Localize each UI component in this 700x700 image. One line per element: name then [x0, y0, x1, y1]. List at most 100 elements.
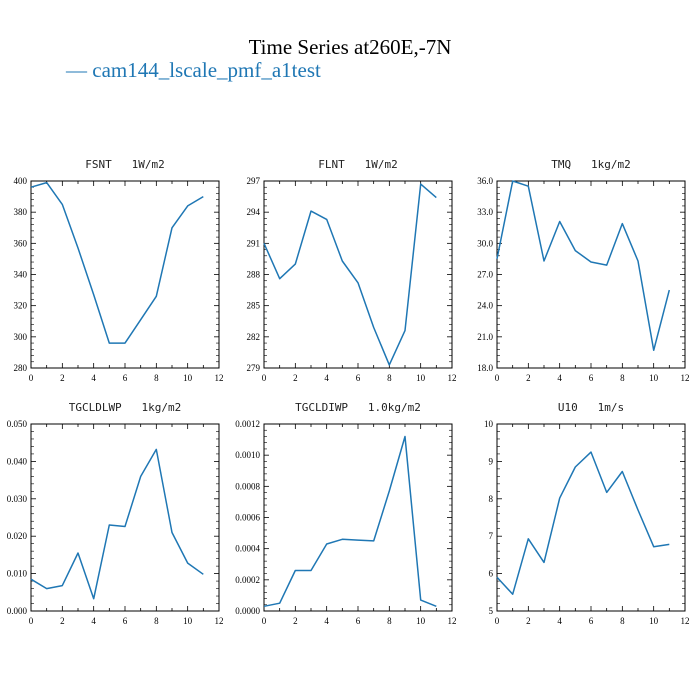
x-tick-label: 0	[495, 616, 500, 626]
y-tick-label: 360	[14, 238, 28, 248]
x-tick-label: 4	[557, 373, 562, 383]
chart-panel-3: TMQ 1kg/m2 0 2 4 6 8 10 12 18.0 21.0 24.0 27.0 30.0 3…	[477, 158, 689, 383]
y-tick-label: 0.0012	[235, 419, 260, 429]
y-tick-label: 300	[14, 332, 28, 342]
x-tick-label: 8	[620, 373, 625, 383]
chart-panel-4: TGCLDLWP 1kg/m2 0 2 4 6 8 10 12 0.000 0.010 0.020 0…	[7, 401, 224, 626]
y-tick-label: 288	[247, 270, 261, 280]
y-tick-label: 0.030	[7, 494, 28, 504]
plot-frame	[30, 180, 220, 369]
chart-panel-1: FSNT 1W/m2 0 2 4 6 8 10 12 280 300 320 340 360 380 400	[14, 158, 224, 383]
y-tick-label: 294	[247, 207, 261, 217]
y-tick-label: 0.0006	[235, 513, 260, 523]
y-tick-label: 340	[14, 270, 28, 280]
x-tick-label: 4	[91, 616, 96, 626]
x-tick-label: 8	[387, 373, 392, 383]
x-tick-label: 10	[183, 373, 193, 383]
chart-panel-6: U10 1m/s 0 2 4 6 8 10 12 5 6 7 8 9 10	[484, 401, 690, 626]
y-tick-label: 282	[247, 332, 261, 342]
y-tick-label: 0.0002	[235, 575, 260, 585]
y-tick-label: 24.0	[477, 301, 493, 311]
panel-title: FLNT 1W/m2	[318, 158, 397, 171]
y-tick-label: 0.010	[7, 569, 28, 579]
x-tick-label: 2	[60, 373, 65, 383]
x-tick-label: 6	[589, 616, 594, 626]
series-line	[496, 180, 671, 352]
x-tick-label: 8	[154, 616, 159, 626]
y-tick-label: 7	[489, 531, 494, 541]
y-tick-label: 0.0004	[235, 544, 260, 554]
x-tick-label: 12	[215, 616, 224, 626]
x-tick-label: 6	[356, 373, 361, 383]
x-tick-label: 2	[293, 616, 298, 626]
y-tick-label: 36.0	[477, 176, 493, 186]
y-tick-label: 9	[489, 456, 494, 466]
x-tick-label: 6	[123, 616, 128, 626]
series-line	[30, 181, 204, 344]
series-line	[30, 448, 204, 600]
plot-frame	[30, 423, 220, 612]
x-tick-label: 10	[649, 616, 659, 626]
y-tick-label: 5	[489, 606, 494, 616]
panel-title: TGCLDIWP 1.0kg/m2	[295, 401, 421, 414]
y-tick-label: 27.0	[477, 270, 493, 280]
x-tick-label: 12	[448, 616, 457, 626]
series-line	[263, 435, 437, 608]
plot-frame	[263, 180, 453, 369]
x-tick-label: 0	[29, 616, 34, 626]
legend-entry: — cam144_lscale_pmf_a1test	[66, 58, 321, 82]
x-tick-label: 8	[154, 373, 159, 383]
y-tick-label: 10	[484, 419, 494, 429]
panel-title: U10 1m/s	[558, 401, 624, 414]
x-tick-label: 12	[681, 373, 690, 383]
x-tick-label: 2	[293, 373, 298, 383]
x-tick-label: 0	[262, 373, 267, 383]
x-tick-label: 0	[29, 373, 34, 383]
y-tick-label: 18.0	[477, 363, 493, 373]
y-tick-label: 8	[489, 494, 494, 504]
y-tick-label: 30.0	[477, 238, 493, 248]
x-tick-label: 10	[416, 616, 426, 626]
x-tick-label: 8	[620, 616, 625, 626]
x-tick-label: 10	[183, 616, 193, 626]
y-tick-label: 297	[247, 176, 261, 186]
x-tick-label: 2	[526, 373, 531, 383]
y-tick-label: 285	[247, 301, 261, 311]
x-tick-label: 4	[91, 373, 96, 383]
plot-frame	[263, 423, 453, 612]
y-tick-label: 0.000	[7, 606, 28, 616]
y-tick-label: 0.020	[7, 531, 28, 541]
y-tick-label: 280	[14, 363, 28, 373]
x-tick-label: 10	[416, 373, 426, 383]
x-tick-label: 12	[681, 616, 690, 626]
series-line	[496, 451, 670, 595]
figure-title: Time Series at260E,-7N	[248, 35, 452, 59]
y-tick-label: 0.040	[7, 456, 28, 466]
x-tick-label: 2	[526, 616, 531, 626]
chart-panel-2: FLNT 1W/m2 0 2 4 6 8 10 12 279 282 285 288 291 294 297	[247, 158, 457, 383]
y-tick-label: 0.0000	[235, 606, 260, 616]
x-tick-label: 6	[589, 373, 594, 383]
x-tick-label: 2	[60, 616, 65, 626]
x-tick-label: 4	[557, 616, 562, 626]
y-tick-label: 320	[14, 301, 28, 311]
panel-title: TGCLDLWP 1kg/m2	[69, 401, 182, 414]
y-tick-label: 33.0	[477, 207, 493, 217]
panel-title: FSNT 1W/m2	[85, 158, 164, 171]
chart-panel-5: TGCLDIWP 1.0kg/m2 0 2 4 6 8 10 12 0.0000 0.0002 0.…	[235, 401, 456, 626]
y-tick-label: 279	[247, 363, 261, 373]
x-tick-label: 10	[649, 373, 659, 383]
y-tick-label: 291	[247, 238, 261, 248]
x-tick-label: 6	[123, 373, 128, 383]
y-tick-label: 0.050	[7, 419, 28, 429]
y-tick-label: 400	[14, 176, 28, 186]
x-tick-label: 0	[495, 373, 500, 383]
y-tick-label: 380	[14, 207, 28, 217]
y-tick-label: 6	[489, 569, 494, 579]
x-tick-label: 12	[448, 373, 457, 383]
x-tick-label: 6	[356, 616, 361, 626]
x-tick-label: 4	[324, 373, 329, 383]
y-tick-label: 0.0008	[235, 481, 260, 491]
x-tick-label: 12	[215, 373, 224, 383]
